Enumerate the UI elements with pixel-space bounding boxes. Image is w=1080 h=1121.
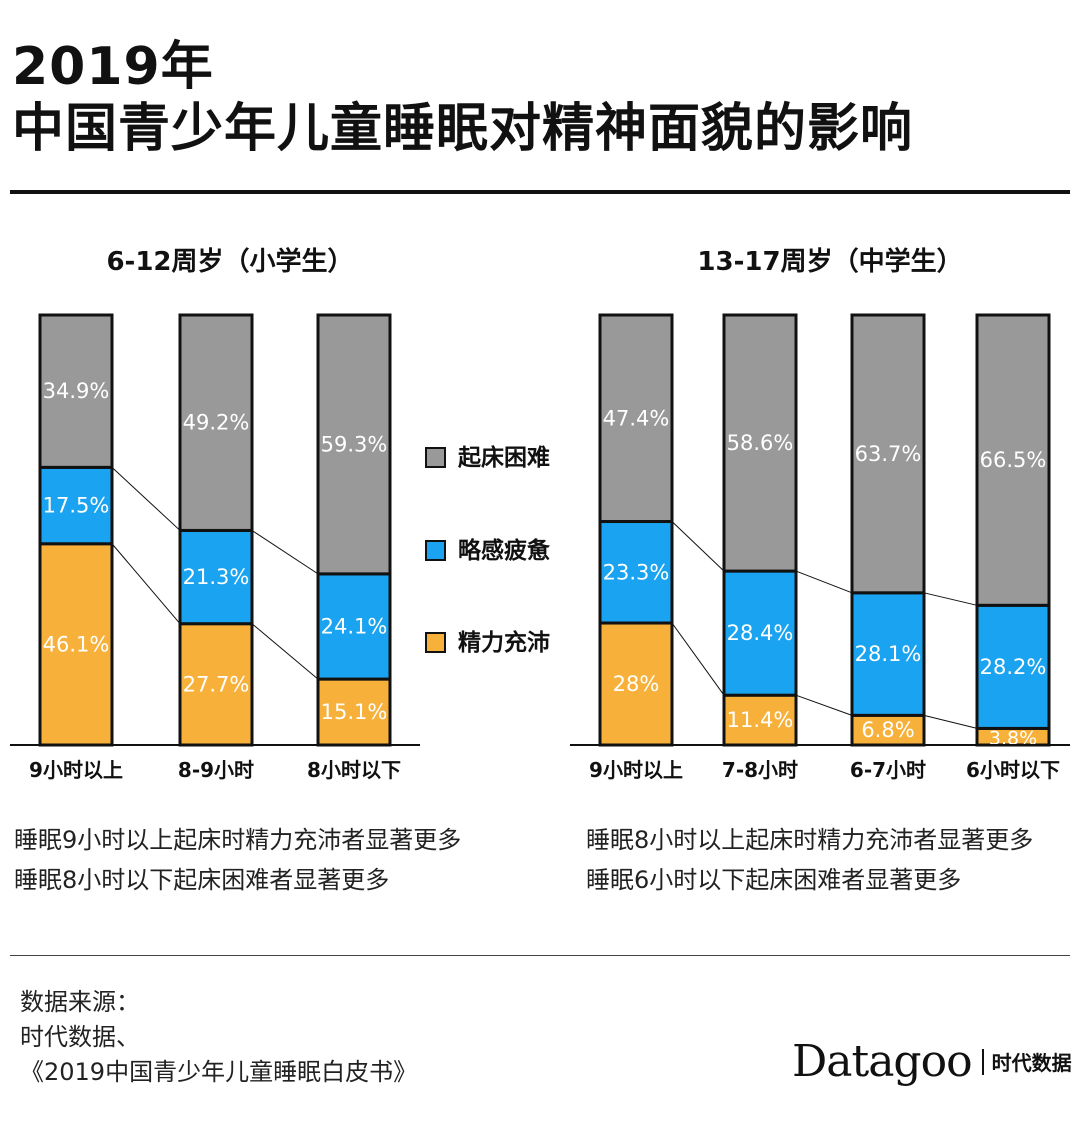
legend-label-1: 略感疲惫 xyxy=(458,537,550,564)
page-title: 2019年 中国青少年儿童睡眠对精神面貌的影响 xyxy=(12,36,913,160)
category-label-0-0: 9小时以上 xyxy=(29,758,123,782)
bar-segment-0-2-2 xyxy=(316,313,392,576)
data-label-1-2-2: 63.7% xyxy=(855,442,922,466)
title-divider xyxy=(10,190,1070,194)
note-left-2: 睡眠8小时以下起床困难者显著更多 xyxy=(14,866,390,894)
connector-line-1-2-0 xyxy=(923,714,978,729)
note-right-1: 睡眠8小时以上起床时精力充沛者显著更多 xyxy=(586,826,1034,854)
data-label-0-1-2: 49.2% xyxy=(183,411,250,435)
connector-line-1-2-1 xyxy=(923,592,978,606)
bar-segment-1-2-0 xyxy=(850,713,926,747)
category-label-1-2: 6-7小时 xyxy=(850,758,926,782)
connector-line-0-1-0 xyxy=(251,623,319,680)
bar-segment-1-2-1 xyxy=(850,591,926,717)
bar-segment-1-2-2 xyxy=(850,313,926,595)
connector-line-0-0-0 xyxy=(111,543,181,625)
data-label-0-2-1: 24.1% xyxy=(321,614,388,638)
data-source: 数据来源： 时代数据、 《2019中国青少年儿童睡眠白皮书》 xyxy=(20,985,417,1090)
connector-line-1-1-0 xyxy=(795,694,853,716)
bar-segment-0-1-2 xyxy=(178,313,254,532)
note-left-1: 睡眠9小时以上起床时精力充沛者显著更多 xyxy=(14,826,462,854)
connector-line-0-0-1 xyxy=(111,466,181,531)
category-label-0-1: 8-9小时 xyxy=(178,758,254,782)
data-label-1-1-0: 11.4% xyxy=(727,708,794,732)
data-label-1-2-1: 28.1% xyxy=(855,642,922,666)
title-line-2: 中国青少年儿童睡眠对精神面貌的影响 xyxy=(12,99,914,159)
bar-segment-1-0-2 xyxy=(598,313,674,524)
connector-line-1-1-1 xyxy=(795,570,853,594)
category-label-1-3: 6小时以下 xyxy=(966,758,1060,782)
category-label-0-2: 8小时以下 xyxy=(307,758,401,782)
footer-divider xyxy=(10,955,1070,956)
data-label-1-1-1: 28.4% xyxy=(727,621,794,645)
data-label-0-1-1: 21.3% xyxy=(183,565,250,589)
data-label-1-2-0: 6.8% xyxy=(861,718,914,742)
chart-title-0: 6-12周岁（小学生） xyxy=(106,246,353,277)
data-label-0-0-0: 46.1% xyxy=(43,632,110,656)
connector-line-1-0-1 xyxy=(671,521,725,572)
title-line-1: 2019年 xyxy=(12,37,214,97)
chart-title-1: 13-17周岁（中学生） xyxy=(697,246,962,277)
data-label-0-0-1: 17.5% xyxy=(43,494,110,518)
bar-segment-1-1-1 xyxy=(722,569,798,697)
stacked-bar-charts: 6-12周岁（小学生） 46.1% 17.5% 34.9% 9小时以上 27.7% 21.3… xyxy=(10,246,1070,782)
connector-line-1-0-0 xyxy=(671,622,725,696)
source-label: 数据来源： xyxy=(20,988,140,1016)
bar-segment-1-0-1 xyxy=(598,520,674,625)
note-right-2: 睡眠6小时以下起床困难者显著更多 xyxy=(586,866,962,894)
data-label-1-3-1: 28.2% xyxy=(980,655,1047,679)
bar-segment-1-3-2 xyxy=(975,313,1051,607)
connector-line-0-1-1 xyxy=(251,530,319,575)
source-line-1: 时代数据、 xyxy=(20,1023,140,1051)
legend-label-2: 精力充沛 xyxy=(458,629,550,656)
legend-swatch-0 xyxy=(425,447,446,468)
legend-swatch-2 xyxy=(425,632,446,653)
data-label-1-3-2: 66.5% xyxy=(980,448,1047,472)
data-label-0-0-2: 34.9% xyxy=(43,379,110,403)
brand-logo: Datagoo 时代数据 xyxy=(792,1036,1072,1087)
data-label-0-1-0: 27.7% xyxy=(183,672,250,696)
data-label-1-3-0: 3.8% xyxy=(989,728,1037,750)
bar-segment-0-1-1 xyxy=(178,528,254,626)
legend-label-0: 起床困难 xyxy=(458,444,550,471)
bar-segment-0-2-1 xyxy=(316,572,392,681)
data-label-1-0-2: 47.4% xyxy=(603,406,670,430)
data-label-0-2-2: 59.3% xyxy=(321,432,388,456)
category-label-1-0: 9小时以上 xyxy=(589,758,683,782)
data-label-0-2-0: 15.1% xyxy=(321,700,388,724)
category-label-1-1: 7-8小时 xyxy=(722,758,798,782)
data-label-1-1-2: 58.6% xyxy=(727,431,794,455)
data-label-1-0-1: 23.3% xyxy=(603,560,670,584)
legend-swatch-1 xyxy=(425,540,446,561)
bar-segment-0-0-1 xyxy=(38,465,114,546)
data-label-1-0-0: 28% xyxy=(613,672,660,696)
source-line-2: 《2019中国青少年儿童睡眠白皮书》 xyxy=(20,1058,418,1086)
bar-segment-0-0-2 xyxy=(38,313,114,469)
brand-subtitle: 时代数据 xyxy=(991,1051,1072,1075)
brand-name: Datagoo xyxy=(792,1036,973,1087)
bar-segment-1-1-2 xyxy=(722,313,798,573)
brand-separator xyxy=(981,1048,984,1075)
